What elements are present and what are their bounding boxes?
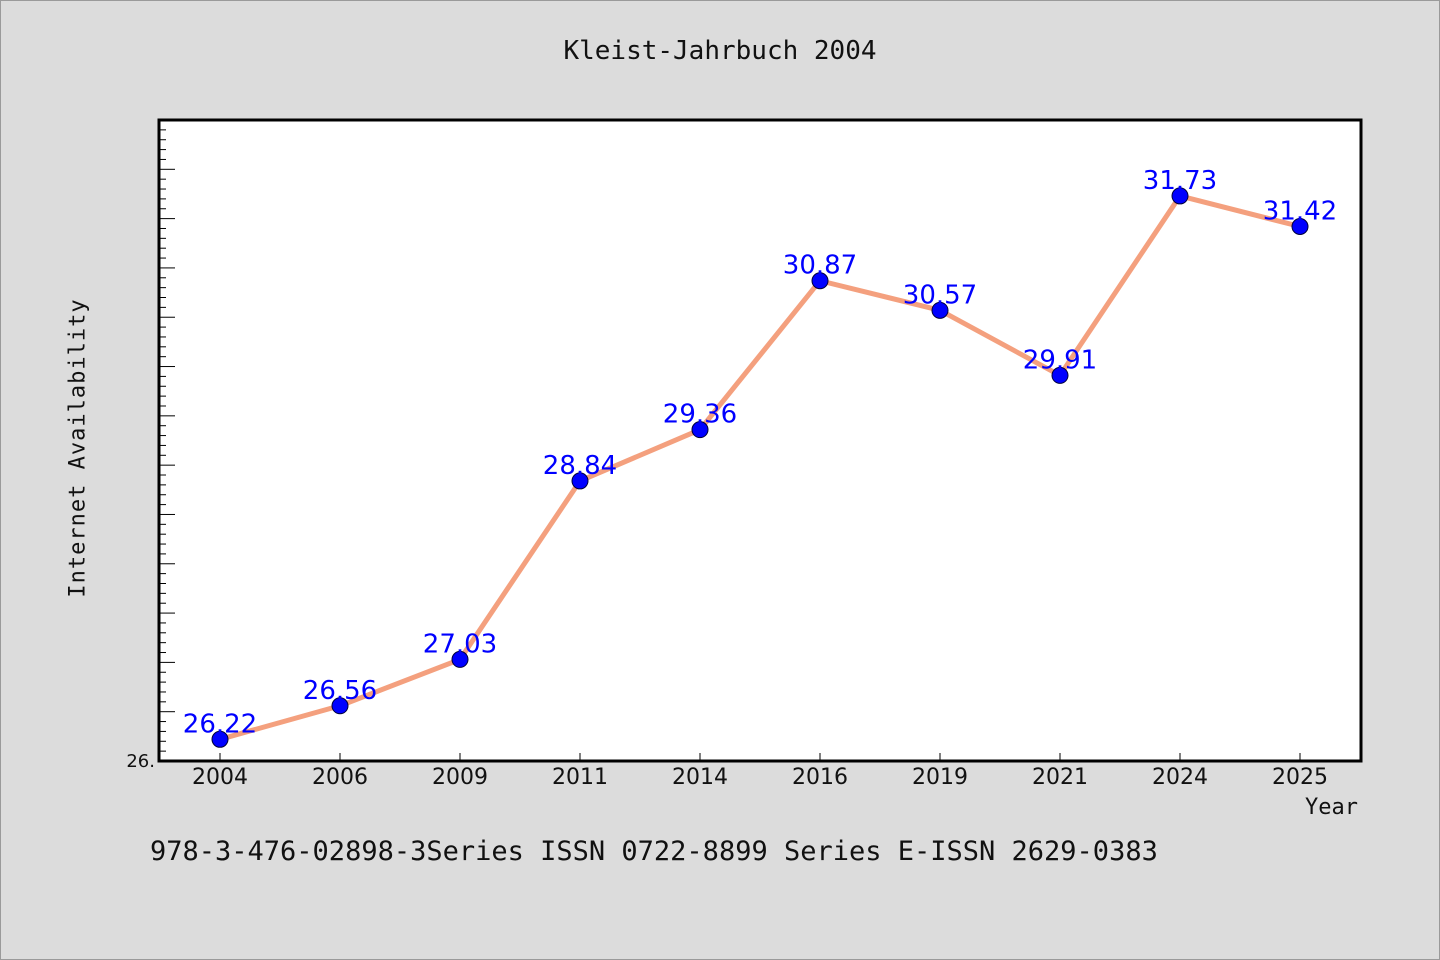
data-label: 29.91: [1023, 345, 1097, 375]
data-point: [211, 730, 229, 748]
x-tick-label: 2006: [312, 765, 368, 790]
data-point: [451, 650, 469, 668]
data-point: [331, 697, 349, 715]
data-label: 30.87: [783, 251, 857, 281]
data-label: 31.73: [1143, 166, 1217, 196]
x-axis-label: Year: [1305, 795, 1358, 820]
x-tick-label: 2016: [792, 765, 848, 790]
x-tick-label: 2025: [1272, 765, 1328, 790]
plot-frame: [157, 118, 1363, 763]
x-tick-label: 2009: [432, 765, 488, 790]
footer-note: 978-3-476-02898-3Series ISSN 0722-8899 S…: [150, 836, 1158, 867]
x-tick-label: 2004: [192, 765, 248, 790]
x-tick-label: 2014: [672, 765, 728, 790]
data-label: 28.84: [543, 451, 617, 481]
y-axis-label: Internet Availability: [65, 298, 91, 598]
data-point: [1051, 366, 1069, 384]
data-point: [571, 472, 589, 490]
data-point: [1171, 187, 1189, 205]
data-label: 26.22: [183, 709, 257, 739]
data-point: [1291, 218, 1309, 236]
series-line: [217, 193, 1303, 742]
data-point: [931, 301, 949, 319]
chart-title: Kleist-Jahrbuch 2004: [563, 36, 877, 66]
data-label: 27.03: [423, 629, 497, 659]
data-label: 29.36: [663, 400, 737, 430]
data-label: 30.57: [903, 280, 977, 310]
y-tick-label: 26.: [126, 751, 155, 772]
data-point: [691, 421, 709, 439]
data-label: 26.56: [303, 676, 377, 706]
x-tick-label: 2024: [1152, 765, 1208, 790]
x-tick-label: 2019: [912, 765, 968, 790]
x-tick-label: 2021: [1032, 765, 1088, 790]
data-label: 31.42: [1263, 197, 1337, 227]
data-point: [811, 272, 829, 290]
x-tick-label: 2011: [552, 765, 608, 790]
